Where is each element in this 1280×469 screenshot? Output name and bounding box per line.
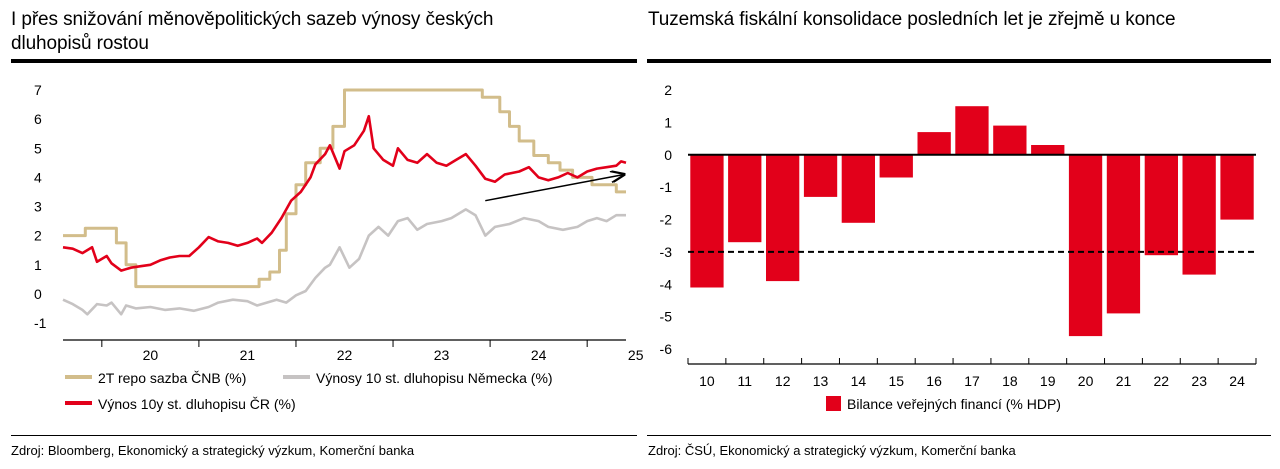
y-tick-label-right: -5 <box>660 309 673 325</box>
y-tick-label-right: 0 <box>664 147 672 163</box>
x-tick-label-right: 18 <box>1002 373 1018 389</box>
bar-10 <box>690 154 724 288</box>
legend-swatch-balance <box>826 396 841 411</box>
bar-22 <box>1144 154 1178 256</box>
y-tick-label-left: -1 <box>34 315 47 331</box>
bar-23 <box>1182 154 1216 275</box>
line-chart-legend: 2T repo sazba ČNB (%) Výnosy 10 st. dluh… <box>65 370 553 412</box>
series-line-repo <box>63 88 626 289</box>
bar-18 <box>993 125 1027 155</box>
y-tick-label-right: -6 <box>660 341 673 357</box>
x-tick-label-right: 20 <box>1078 373 1094 389</box>
legend-label-balance: Bilance veřejných financí (% HDP) <box>847 396 1061 412</box>
series-line-de10y <box>62 208 626 316</box>
y-tick-label-left: 6 <box>34 111 42 127</box>
x-tick-label-left: 22 <box>337 347 353 363</box>
y-tick-label-left: 4 <box>34 169 42 185</box>
legend-label-repo: 2T repo sazba ČNB (%) <box>98 370 246 386</box>
y-tick-label-left: 5 <box>34 140 42 156</box>
right-source-rule <box>647 435 1271 436</box>
bar-12 <box>766 154 800 282</box>
bar-14 <box>841 154 875 223</box>
legend-label-cz10y: Výnos 10y st. dluhopisu ČR (%) <box>98 396 296 412</box>
y-tick-label-left: 2 <box>34 228 42 244</box>
x-tick-label-right: 17 <box>964 373 980 389</box>
bar-15 <box>879 154 913 178</box>
bar-21 <box>1106 154 1141 314</box>
bar-20 <box>1068 154 1103 337</box>
x-tick-label-right: 22 <box>1154 373 1170 389</box>
x-tick-label-right: 12 <box>775 373 791 389</box>
fiscal-balance-bar-chart: 210-1-2-3-4-5-610 11 12 13 14 15 16 17 18 19 20 21 2… <box>660 82 1257 389</box>
x-tick-label-right: 21 <box>1116 373 1132 389</box>
bar-17 <box>955 106 989 155</box>
right-chart-title: Tuzemská fiskální konsolidace posledních… <box>648 9 1176 30</box>
y-tick-label-right: 2 <box>664 82 672 98</box>
x-tick-label-right: 16 <box>926 373 942 389</box>
y-tick-label-left: 0 <box>34 286 42 302</box>
x-tick-label-right: 15 <box>889 373 905 389</box>
bar-13 <box>803 154 838 197</box>
bar-19 <box>1031 145 1065 155</box>
x-tick-label-left: 25 <box>628 347 644 363</box>
bar-16 <box>917 132 951 155</box>
y-tick-label-right: -4 <box>660 276 673 292</box>
y-tick-label-left: 3 <box>34 199 42 215</box>
legend-label-de10y: Výnosy 10 st. dluhopisu Německa (%) <box>316 370 553 386</box>
bar-24 <box>1220 154 1254 220</box>
left-title-rule <box>11 59 637 63</box>
y-tick-label-right: -3 <box>660 244 673 260</box>
bar-11 <box>728 154 762 243</box>
x-tick-label-right: 19 <box>1040 373 1056 389</box>
x-tick-label-right: 10 <box>699 373 715 389</box>
left-chart-title: I přes snižování měnověpolitických sazeb… <box>11 8 631 56</box>
left-source-rule <box>11 435 637 436</box>
right-source-note: Zdroj: ČSÚ, Ekonomický a strategický výz… <box>648 443 1016 458</box>
x-tick-label-left: 20 <box>143 347 159 363</box>
y-tick-label-left: 7 <box>34 82 42 98</box>
x-tick-label-right: 24 <box>1229 373 1245 389</box>
left-title-line-2: dluhopisů rostou <box>11 33 149 54</box>
left-source-note: Zdroj: Bloomberg, Ekonomický a strategic… <box>11 443 415 458</box>
x-tick-label-right: 11 <box>738 373 753 389</box>
x-tick-label-right: 13 <box>813 373 829 389</box>
y-tick-label-right: -1 <box>660 179 673 195</box>
y-tick-label-right: -2 <box>660 212 673 228</box>
left-title-line-1: I přes snižování měnověpolitických sazeb… <box>11 9 494 30</box>
x-tick-label-right: 23 <box>1191 373 1207 389</box>
x-tick-label-left: 23 <box>434 347 450 363</box>
y-tick-label-left: 1 <box>34 257 42 273</box>
trend-arrow <box>485 174 624 202</box>
x-tick-label-left: 24 <box>531 347 547 363</box>
series-line-cz10y <box>62 114 627 272</box>
bar-chart-legend: Bilance veřejných financí (% HDP) <box>826 396 1061 412</box>
x-tick-label-right: 14 <box>851 373 867 389</box>
y-tick-label-right: 1 <box>664 114 672 130</box>
x-tick-label-left: 21 <box>240 347 256 363</box>
right-title-rule <box>647 59 1271 63</box>
